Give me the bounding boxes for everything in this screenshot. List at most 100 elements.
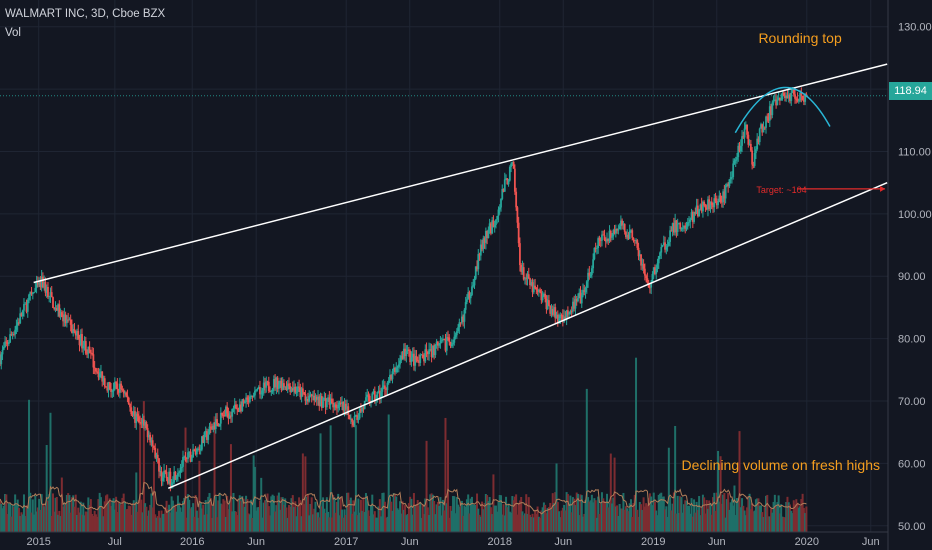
candle	[501, 188, 504, 199]
volume-bar	[531, 513, 534, 532]
candle	[578, 292, 581, 298]
volume-bar	[424, 498, 427, 532]
volume-bar	[4, 493, 7, 532]
candle	[425, 349, 428, 352]
volume-bar	[175, 511, 178, 532]
volume-bar	[387, 414, 390, 532]
volume-bar	[786, 496, 789, 532]
candle	[49, 292, 52, 297]
candle	[540, 292, 543, 301]
candle	[548, 300, 550, 306]
volume-bar	[776, 502, 779, 532]
candle	[269, 390, 271, 393]
candle	[555, 314, 558, 319]
candle	[291, 388, 294, 391]
volume-bar	[88, 504, 91, 532]
volume-bar	[199, 502, 202, 532]
candle	[777, 97, 780, 100]
candle	[795, 98, 798, 100]
candle	[725, 184, 728, 187]
volume-bar	[141, 512, 144, 532]
candle	[274, 379, 277, 388]
volume-bar	[482, 509, 485, 532]
volume-bar	[633, 494, 636, 532]
candle	[491, 220, 494, 234]
candle	[320, 396, 323, 408]
candle	[619, 220, 622, 227]
candle	[356, 415, 359, 420]
volume-bar	[390, 501, 393, 532]
candle	[473, 278, 476, 286]
volume-bar	[74, 494, 77, 532]
candle	[609, 230, 612, 238]
candle	[411, 353, 414, 358]
candle	[82, 345, 85, 349]
volume-bar	[187, 494, 190, 532]
candle	[352, 421, 355, 426]
candle	[6, 342, 9, 345]
volume-bar	[40, 494, 43, 532]
volume-bar	[752, 511, 755, 532]
candle	[691, 212, 694, 222]
volume-bar	[81, 514, 84, 532]
volume-bar	[113, 509, 116, 532]
candle	[756, 138, 759, 150]
candle	[590, 268, 593, 275]
candle	[702, 201, 704, 212]
volume-bar	[729, 502, 732, 532]
volume-bar	[84, 511, 87, 532]
candle	[651, 273, 654, 283]
candle	[213, 425, 216, 429]
volume-bar	[563, 504, 566, 532]
candle	[209, 426, 212, 428]
candle	[421, 354, 424, 358]
volume-bar	[310, 497, 313, 532]
volume-bar	[72, 495, 75, 532]
candle	[140, 422, 143, 424]
candle	[308, 395, 311, 402]
candle	[419, 354, 422, 363]
candle	[160, 471, 163, 482]
candle	[265, 381, 268, 388]
candle	[566, 310, 569, 315]
volume-bar	[685, 500, 688, 532]
candle	[490, 223, 492, 234]
candle	[39, 281, 42, 288]
volume-bar	[405, 515, 408, 532]
volume-bar	[202, 504, 205, 532]
candle	[125, 392, 128, 396]
volume-bar	[773, 494, 776, 532]
volume-bar	[68, 495, 71, 532]
volume-bar	[604, 503, 607, 532]
volume-bar	[356, 515, 359, 532]
volume-bar	[699, 515, 702, 532]
volume-bar	[536, 506, 539, 532]
candle	[322, 398, 324, 408]
candle	[611, 236, 613, 238]
volume-bar	[322, 497, 325, 532]
volume-bar	[218, 492, 221, 532]
candle	[612, 230, 615, 237]
candle	[150, 440, 153, 443]
volume-bar	[93, 510, 96, 532]
volume-bar	[588, 501, 591, 532]
candle	[357, 418, 360, 420]
candle	[20, 313, 23, 317]
candle	[300, 388, 303, 398]
volume-bar	[775, 505, 778, 532]
candle	[522, 267, 525, 280]
volume-bar	[637, 516, 640, 532]
volume-bar	[318, 517, 321, 532]
volume-bar	[527, 497, 530, 532]
volume-bar	[587, 497, 590, 532]
volume-bar	[131, 502, 134, 532]
volume-note-label: Declining volume on fresh highs	[682, 457, 880, 473]
volume-bar	[627, 511, 630, 532]
candle	[126, 395, 129, 398]
volume-indicator-label[interactable]: Vol	[5, 27, 21, 39]
volume-bar	[534, 509, 537, 532]
volume-bar	[583, 513, 586, 532]
volume-bar	[304, 456, 307, 532]
x-tick-label: 2020	[795, 536, 819, 548]
